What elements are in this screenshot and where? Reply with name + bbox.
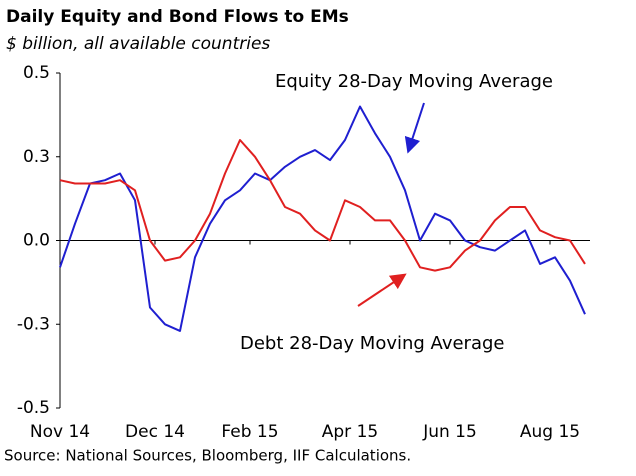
chart-title: Daily Equity and Bond Flows to EMs [6, 7, 349, 27]
annotation: Debt 28-Day Moving Average [240, 333, 504, 354]
chart-subtitle: $ billion, all available countries [6, 34, 270, 54]
x-tick-label: Dec 14 [125, 422, 185, 442]
y-tick-label: -0.3 [17, 314, 50, 334]
y-tick-label: 0.5 [23, 63, 50, 83]
series-line [59, 139, 586, 272]
x-tick-label: Aug 15 [520, 422, 580, 442]
arrow [404, 102, 425, 154]
arrow [357, 273, 407, 307]
y-tick-label: 0.0 [23, 231, 50, 251]
x-tick-label: Apr 15 [322, 422, 378, 442]
annotation: Equity 28-Day Moving Average [275, 71, 553, 92]
series-line [59, 105, 586, 332]
x-tick-label: Nov 14 [30, 422, 90, 442]
x-tick-label: Jun 15 [422, 422, 477, 442]
y-tick-label: 0.3 [23, 147, 50, 167]
y-tick-label: -0.5 [17, 398, 50, 418]
x-tick-label: Feb 15 [221, 422, 278, 442]
source: Source: National Sources, Bloomberg, IIF… [4, 447, 411, 465]
